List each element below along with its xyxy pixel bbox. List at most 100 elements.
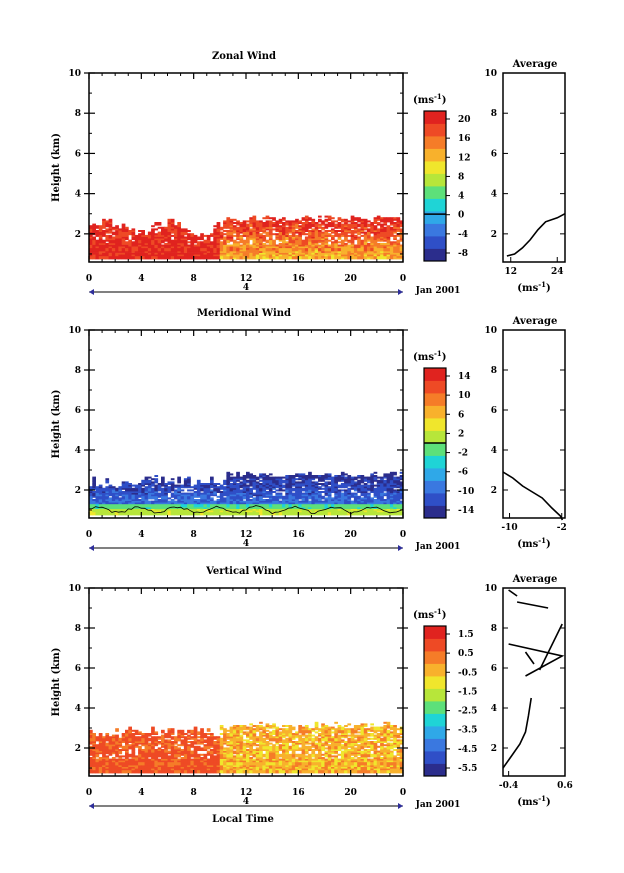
wind-cell [89,769,93,772]
wind-cell [98,484,103,487]
wind-cell [183,236,188,239]
wind-cell [131,734,136,737]
wind-cell [304,511,309,514]
wind-cell [236,483,240,485]
wind-cell [291,497,296,500]
wind-cell [334,497,338,500]
wind-cell [193,484,198,487]
wind-cell [363,238,368,241]
wind-cell [311,230,316,232]
wind-cell [373,250,378,253]
wind-cell [183,508,188,511]
wind-cell [111,768,116,771]
wind-cell [138,239,142,242]
wind-cell [144,757,149,759]
wind-cell [353,236,358,239]
wind-cell [239,476,244,479]
wind-cell [105,479,110,482]
wind-cell [357,487,361,490]
wind-cell [363,491,368,493]
wind-cell [259,492,263,495]
wind-cell [138,244,142,247]
wind-cell [285,503,289,506]
wind-cell [196,236,201,239]
wind-cell [229,228,234,231]
wind-cell [95,255,100,258]
wind-cell [301,217,306,220]
wind-cell [105,500,110,503]
wind-cell [108,739,113,742]
wind-cell [154,494,159,497]
wind-cell [282,217,286,220]
wind-cell [111,503,116,506]
wind-cell [180,508,185,511]
wind-cell [318,238,322,241]
wind-cell [285,230,289,232]
wind-cell [210,505,214,508]
wind-cell [239,499,244,501]
wind-cell [131,742,136,745]
wind-cell [301,489,306,492]
wind-cell [357,484,361,487]
wind-cell [167,502,172,505]
wind-cell [399,230,404,232]
wind-cell [95,231,100,234]
wind-cell [183,497,188,500]
wind-cell [236,236,240,239]
wind-cell [170,492,175,495]
wind-cell [232,503,237,506]
wind-cell [164,489,168,492]
wind-cell [318,234,322,237]
wind-cell [102,760,106,763]
wind-cell [399,500,404,503]
colorbar-segment [424,368,446,381]
wind-cell [95,242,100,245]
wind-cell [308,225,312,228]
wind-cell [370,222,374,224]
wind-cell [249,233,253,236]
wind-cell [380,233,384,236]
wind-cell [236,495,240,498]
wind-cell [216,241,221,244]
wind-cell [288,228,293,231]
wind-cell [95,749,100,751]
wind-cell [311,478,316,481]
wind-cell [118,246,123,249]
wind-cell [347,491,352,493]
wind-cell [265,215,270,218]
wind-cell [134,513,139,516]
wind-cell [118,492,123,495]
wind-cell [183,233,188,236]
wind-cell [262,486,267,489]
wind-cell [151,257,155,260]
wind-cell [265,499,270,501]
wind-cell [357,242,361,245]
wind-cell [167,257,172,260]
wind-cell [295,226,299,229]
wind-cell [367,500,371,503]
wind-cell [353,476,358,479]
wind-cell [370,499,374,501]
wind-cell [236,491,240,493]
wind-cell [144,478,149,481]
wind-cell [262,479,267,482]
wind-cell [278,507,283,509]
wind-cell [321,475,325,477]
wind-cell [360,513,365,516]
wind-cell [383,254,388,257]
wind-cell [105,757,110,759]
wind-cell [360,507,365,509]
wind-cell [236,471,240,474]
wind-cell [98,239,103,242]
wind-cell [252,233,257,236]
wind-cell [272,247,276,250]
wind-cell [242,491,247,493]
wind-cell [232,228,237,231]
x-tick-label: 4 [138,530,144,540]
wind-cell [318,236,322,239]
wind-cell [128,728,132,731]
wind-cell [138,769,142,772]
wind-cell [239,511,244,514]
wind-cell [89,729,93,732]
wind-cell [334,483,338,485]
